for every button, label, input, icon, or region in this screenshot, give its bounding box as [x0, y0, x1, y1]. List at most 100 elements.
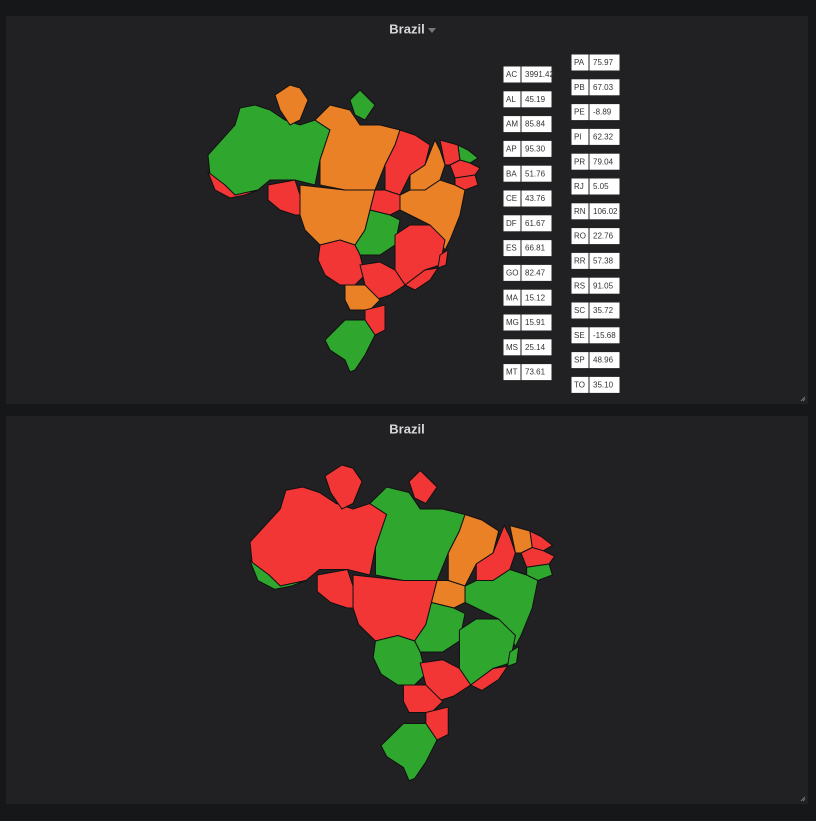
- legend-value: 82.47: [525, 269, 546, 278]
- legend-value: 73.61: [525, 368, 546, 377]
- legend-value: 62.32: [593, 133, 614, 142]
- legend-value-cell: [588, 351, 621, 370]
- legend-state: GO: [506, 269, 518, 278]
- legend-value: 85.84: [525, 120, 546, 129]
- legend-value-cell: [588, 251, 621, 270]
- legend-value-cell: [588, 177, 621, 196]
- legend-state: RN: [574, 207, 586, 216]
- legend-state: PE: [574, 108, 585, 117]
- legend-state: SE: [574, 331, 585, 340]
- state-region: [529, 530, 554, 552]
- resize-handle[interactable]: [800, 796, 806, 802]
- state-region: [464, 568, 539, 648]
- legend-value: 57.38: [593, 257, 614, 266]
- legend-value-cell: [588, 326, 621, 345]
- state-region: [404, 267, 440, 291]
- legend-state: PB: [574, 83, 585, 92]
- state-region: [469, 665, 509, 692]
- state-region: [506, 645, 520, 668]
- panel-title: Brazil: [389, 421, 424, 436]
- legend-state: DF: [506, 219, 517, 228]
- dropdown-caret[interactable]: [428, 28, 436, 33]
- legend-state: MA: [506, 293, 519, 302]
- legend-value: 66.81: [525, 244, 546, 253]
- legend-state: MG: [506, 318, 519, 327]
- panel-title[interactable]: Brazil: [389, 21, 424, 36]
- legend-value-cell: [520, 139, 553, 158]
- legend-state: AL: [506, 95, 516, 104]
- legend-state: RS: [574, 281, 585, 290]
- legend-state: MS: [506, 343, 518, 352]
- legend-state: ES: [506, 244, 517, 253]
- legend-value-cell: [520, 214, 553, 233]
- legend-value-cell: [520, 90, 553, 109]
- legend-state: BA: [506, 169, 517, 178]
- legend-value: 25.14: [525, 343, 546, 352]
- legend-value-cell: [520, 263, 553, 282]
- legend-value: 48.96: [593, 356, 614, 365]
- state-region: [458, 618, 516, 686]
- legend-value-cell: [520, 164, 553, 183]
- legend-value-cell: [588, 103, 621, 122]
- legend-value: 61.67: [525, 219, 546, 228]
- legend-state: SC: [574, 306, 585, 315]
- legend-value: 67.03: [593, 83, 614, 92]
- legend-value-cell: [588, 152, 621, 171]
- legend-value: 35.10: [593, 381, 614, 390]
- legend-value-cell: [520, 65, 553, 84]
- state-region: [454, 174, 479, 191]
- legend: AC 3991.42 AL 45.19 AM 85.84 AP 95.30 BA 51.76 CE 4…: [502, 53, 621, 394]
- legend-value: 95.30: [525, 145, 546, 154]
- legend-value: 51.76: [525, 169, 546, 178]
- state-region: [372, 634, 427, 686]
- state-region: [324, 464, 363, 510]
- legend-value-cell: [520, 115, 553, 134]
- legend-state: MT: [506, 368, 518, 377]
- legend-value: -8.89: [593, 108, 612, 117]
- legend-value-cell: [520, 363, 553, 382]
- legend-value-cell: [588, 202, 621, 221]
- state-region: [380, 723, 438, 782]
- state-region: [274, 84, 309, 126]
- legend-value-cell: [588, 375, 621, 394]
- state-region: [414, 601, 466, 653]
- legend-state: RR: [574, 257, 586, 266]
- legend-value-cell: [588, 78, 621, 97]
- legend-state: TO: [574, 381, 585, 390]
- legend-state: PR: [574, 157, 585, 166]
- legend-value-cell: [520, 239, 553, 258]
- legend-state: AC: [506, 70, 517, 79]
- legend-state: SP: [574, 356, 585, 365]
- map: [248, 464, 556, 782]
- state-region: [206, 170, 259, 199]
- legend-state: AM: [506, 120, 518, 129]
- legend-state: CE: [506, 194, 517, 203]
- legend-value: 43.76: [525, 194, 546, 203]
- legend-value-cell: [520, 189, 553, 208]
- state-region: [408, 469, 438, 505]
- state-region: [324, 319, 376, 373]
- legend-value-cell: [588, 53, 621, 72]
- legend-value-cell: [520, 338, 553, 357]
- legend-value-cell: [588, 276, 621, 295]
- legend-value: 35.72: [593, 306, 614, 315]
- legend-value-cell: [520, 313, 553, 332]
- map: [206, 84, 481, 373]
- legend-value: 22.76: [593, 232, 614, 241]
- legend-state: PI: [574, 133, 582, 142]
- legend-value-cell: [588, 127, 621, 146]
- legend-value-cell: [588, 301, 621, 320]
- resize-handle[interactable]: [800, 396, 806, 402]
- state-region: [248, 559, 307, 590]
- state-region: [437, 249, 449, 269]
- legend-value: 106.02: [593, 207, 618, 216]
- legend-state: PA: [574, 58, 585, 67]
- legend-value-cell: [588, 227, 621, 246]
- legend-value: 15.91: [525, 318, 546, 327]
- state-region: [457, 144, 479, 164]
- legend-state: RO: [574, 232, 586, 241]
- legend-value: 3991.42: [525, 70, 554, 79]
- legend-value: 91.05: [593, 281, 614, 290]
- legend-value: -15.68: [593, 331, 616, 340]
